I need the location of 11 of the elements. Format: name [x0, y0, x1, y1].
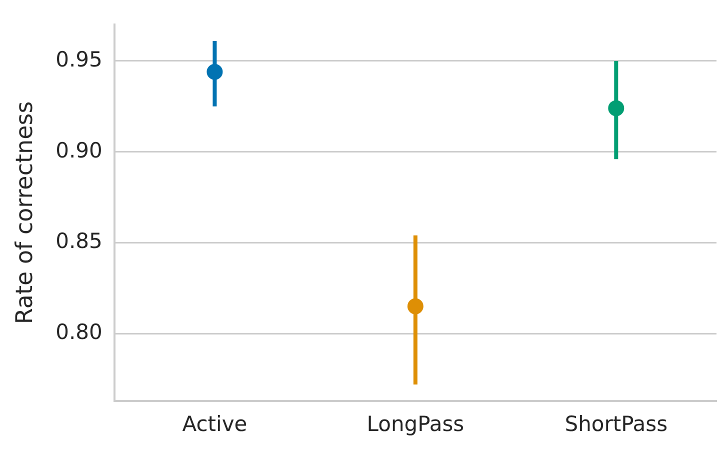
point: [608, 100, 624, 116]
y-tick-label: 0.85: [56, 229, 102, 254]
x-tick-label: LongPass: [366, 412, 464, 436]
y-axis-title: Rate of correctness: [12, 101, 38, 324]
y-tick-label: 0.90: [56, 138, 102, 162]
point: [407, 298, 424, 314]
point: [206, 64, 223, 80]
x-tick-label: Active: [182, 412, 248, 436]
y-tick-label: 0.95: [56, 47, 102, 72]
x-tick-label: ShortPass: [564, 412, 668, 436]
y-tick-label: 0.80: [56, 320, 102, 344]
